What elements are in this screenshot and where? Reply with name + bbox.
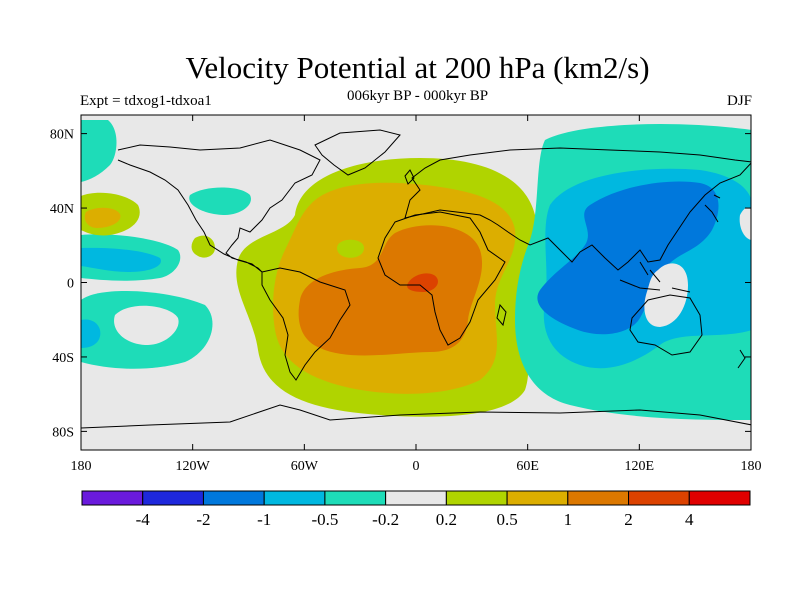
coastline-layer (81, 129, 751, 429)
contour-mexico-pos (191, 235, 215, 258)
colorbar-swatch (81, 490, 144, 506)
y-tick-label: 40N (50, 202, 74, 217)
colorbar-label: -0.5 (311, 510, 338, 529)
y-tick-label: 80S (52, 425, 74, 440)
coast-eurasia (404, 147, 751, 271)
x-axis: 180 120W 60W 0 60E 120E 180 (71, 115, 762, 474)
contour-pacific-north-2 (189, 187, 251, 215)
x-tick-label: 0 (413, 459, 420, 474)
colorbar-label: -0.2 (372, 510, 399, 529)
x-tick-label: 180 (71, 459, 92, 474)
y-tick-label: 80N (50, 128, 74, 143)
y-tick-label: 0 (67, 277, 74, 292)
contour-pacific-north (81, 120, 117, 182)
colorbar-label: 2 (624, 510, 633, 529)
coast-madagascar (496, 303, 507, 327)
coast-new-zealand (737, 349, 746, 369)
x-tick-label: 180 (741, 459, 762, 474)
colorbar-label: -4 (136, 510, 151, 529)
colorbar-swatch (202, 490, 265, 506)
contour-east-edge (739, 207, 751, 240)
colorbar-swatch (688, 490, 751, 506)
colorbar-swatch (385, 490, 447, 506)
chart-title: Velocity Potential at 200 hPa (km2/s) (185, 50, 650, 85)
colorbar-swatch (567, 490, 630, 506)
colorbar-label: 1 (564, 510, 573, 529)
contour-fill-layer (81, 120, 751, 420)
colorbar-label: -2 (196, 510, 210, 529)
contour-hole-small (337, 239, 364, 258)
colorbar-label: 0.5 (496, 510, 517, 529)
coast-north-america (117, 139, 321, 273)
experiment-label: Expt = tdxog1-tdxoa1 (80, 93, 212, 109)
y-tick-label: 40S (52, 351, 74, 366)
contour-hole-australia (644, 263, 688, 327)
x-tick-label: 120E (625, 459, 655, 474)
season-label: DJF (726, 93, 752, 109)
chart-subtitle: 006kyr BP - 000kyr BP (346, 88, 489, 104)
colorbar-swatch (506, 490, 569, 506)
colorbar-label: -1 (257, 510, 271, 529)
coast-uk (404, 169, 415, 185)
colorbar-swatch (263, 490, 326, 506)
contour-pacific-band-inner (81, 247, 161, 272)
coast-greenland (314, 129, 401, 176)
colorbar: -4 -2 -1 -0.5 -0.2 0.2 0.5 1 2 4 (81, 490, 751, 529)
colorbar-swatch (628, 490, 690, 506)
coast-maritime-continent (619, 261, 691, 293)
coast-south-america (261, 267, 351, 381)
contour-pos-1 (298, 225, 483, 356)
colorbar-swatch (445, 490, 508, 506)
coast-antarctica (81, 404, 751, 429)
contour-pos-2 (407, 273, 438, 292)
x-tick-label: 60E (516, 459, 539, 474)
coast-africa (377, 211, 506, 346)
x-tick-label: 60W (291, 459, 319, 474)
coast-australia (629, 294, 703, 356)
x-tick-label: 120W (176, 459, 211, 474)
contour-pacific-south-inner (81, 319, 101, 348)
colorbar-swatch (142, 490, 204, 506)
contour-neg-1 (537, 181, 719, 335)
colorbar-label: 4 (685, 510, 694, 529)
contour-pacific-south-hole (114, 305, 179, 345)
colorbar-swatch (324, 490, 387, 506)
contour-pacific-pos-inner (84, 207, 121, 228)
colorbar-label: 0.2 (436, 510, 457, 529)
y-axis: 80N 40N 0 40S 80S (50, 128, 751, 440)
coast-japan (704, 194, 721, 223)
